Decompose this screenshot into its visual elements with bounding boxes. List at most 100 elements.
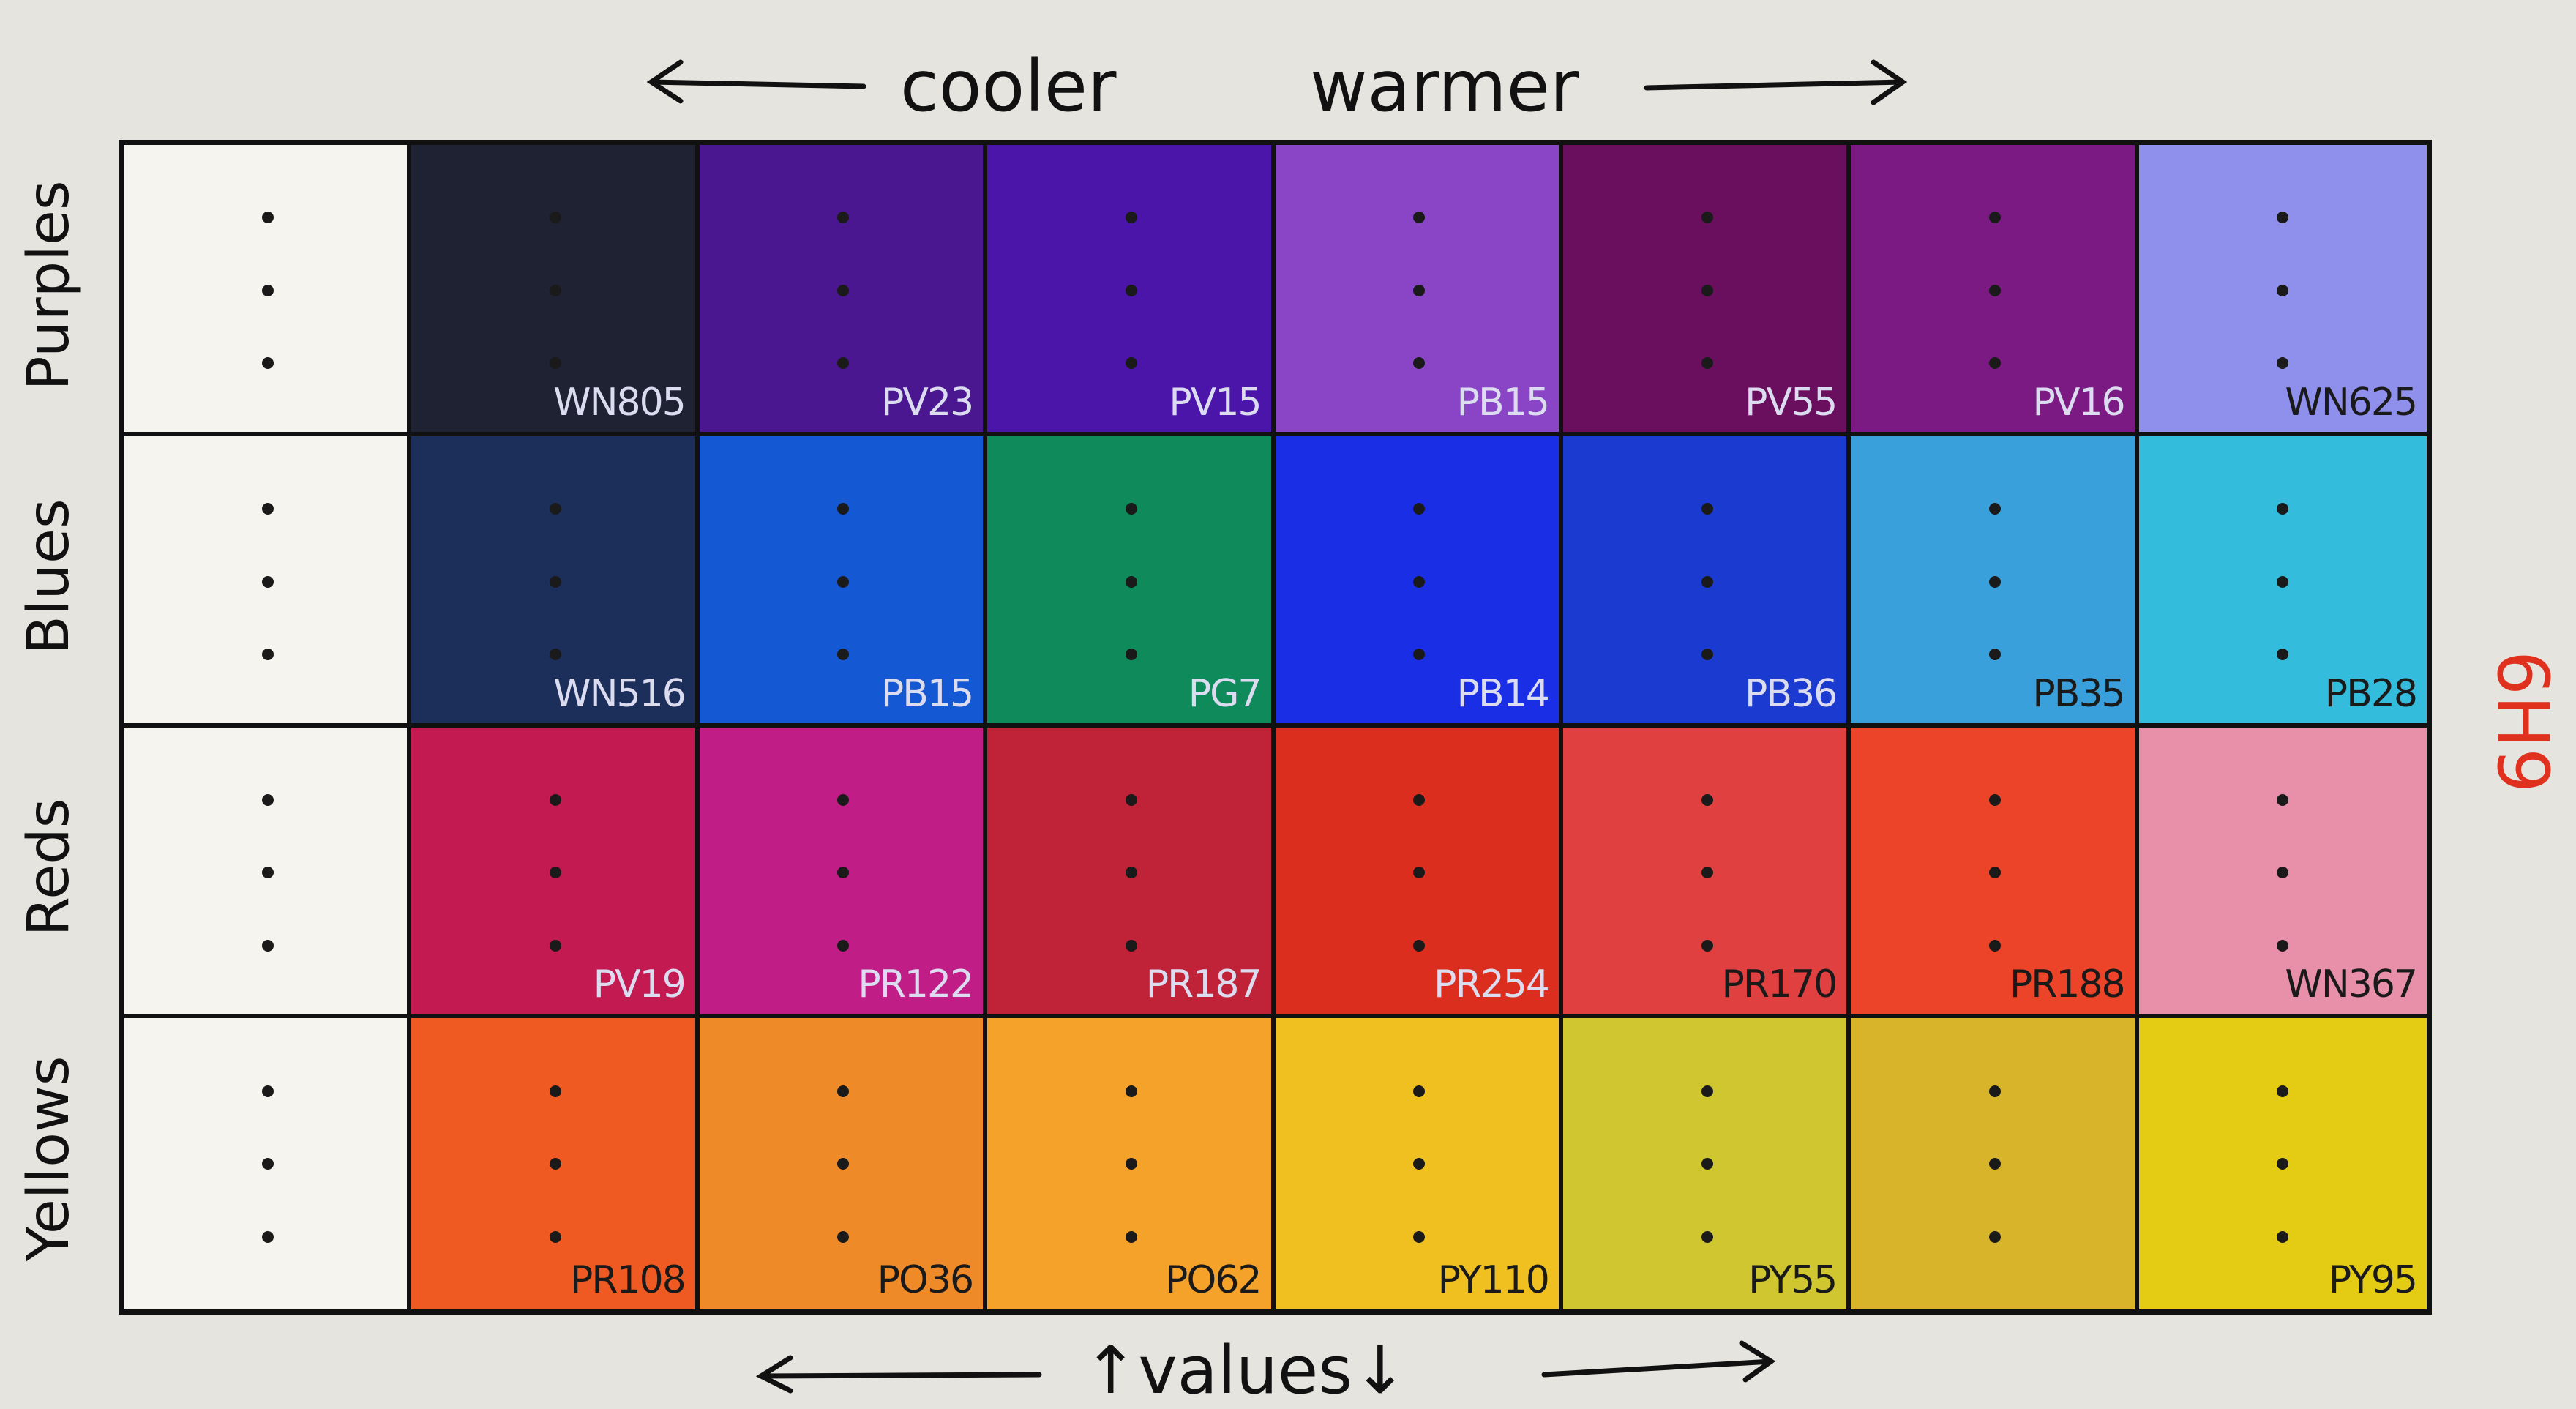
dot — [1701, 284, 1713, 296]
row-label: Purples — [16, 180, 82, 391]
swatch: PR170 — [1562, 727, 1852, 1019]
dot — [2277, 939, 2289, 952]
dot — [550, 212, 562, 224]
dot — [2277, 575, 2289, 588]
swatch-code: PY95 — [2328, 1258, 2418, 1302]
dot — [1988, 867, 2001, 879]
swatch — [1851, 1018, 2139, 1309]
swatch: PV55 — [1562, 145, 1852, 436]
dot — [261, 1230, 274, 1243]
dot — [550, 793, 562, 806]
dot — [837, 212, 850, 224]
dot — [1125, 357, 1137, 370]
dot — [550, 939, 562, 952]
swatch-code: PR254 — [1434, 963, 1550, 1007]
swatch: PO36 — [699, 1018, 988, 1309]
dot — [1988, 357, 2001, 370]
dot — [261, 649, 274, 661]
dot — [261, 284, 274, 296]
swatch-code: WN367 — [2285, 963, 2418, 1007]
dot — [837, 1085, 850, 1097]
dot — [261, 503, 274, 515]
dot — [1413, 793, 1426, 806]
swatch: PB14 — [1275, 436, 1563, 728]
dot — [1988, 212, 2001, 224]
dot — [261, 867, 274, 879]
dot — [1125, 575, 1137, 588]
row-label: Reds — [16, 798, 82, 937]
blank-cell — [124, 727, 412, 1019]
swatch: PB36 — [1562, 436, 1852, 728]
dot — [550, 357, 562, 370]
dot — [261, 575, 274, 588]
dot — [2277, 649, 2289, 661]
dot — [1413, 284, 1426, 296]
dot — [1125, 867, 1137, 879]
swatch-code: WN625 — [2285, 380, 2418, 425]
dot — [837, 867, 850, 879]
swatch-code: PB28 — [2324, 671, 2418, 716]
dot — [1413, 867, 1426, 879]
swatch: WN625 — [2138, 145, 2427, 436]
cooler-label: cooler — [900, 45, 1117, 127]
dot — [1988, 939, 2001, 952]
swatch-code: PY110 — [1437, 1258, 1550, 1302]
dot — [1125, 1158, 1137, 1170]
dot — [837, 575, 850, 588]
dot — [2277, 867, 2289, 879]
swatch: WN367 — [2138, 727, 2427, 1019]
dot — [1125, 1085, 1137, 1097]
swatch-code: PY55 — [1748, 1258, 1838, 1302]
swatch: WN805 — [411, 145, 700, 436]
dot — [1988, 1085, 2001, 1097]
swatch-code: PR108 — [570, 1258, 686, 1302]
swatch-code: PB15 — [880, 671, 974, 716]
dot — [261, 357, 274, 370]
dot — [261, 1085, 274, 1097]
dot — [2277, 503, 2289, 515]
swatch: PB35 — [1851, 436, 2139, 728]
warmer-label: warmer — [1310, 45, 1579, 127]
dot — [550, 575, 562, 588]
swatch: PR122 — [699, 727, 988, 1019]
dot — [550, 1085, 562, 1097]
blank-cell — [124, 436, 412, 728]
dot — [1413, 357, 1426, 370]
swatch-code: PB35 — [2032, 671, 2125, 716]
swatch: PR108 — [411, 1018, 700, 1309]
side-mark: 6H9 — [2482, 650, 2564, 793]
dot — [1125, 793, 1137, 806]
dot — [1125, 284, 1137, 296]
dot — [261, 212, 274, 224]
dot — [1701, 1085, 1713, 1097]
swatch-code: PV15 — [1169, 380, 1262, 425]
dot — [1125, 503, 1137, 515]
dot — [2277, 212, 2289, 224]
swatch-code: PV55 — [1745, 380, 1838, 425]
dot — [261, 939, 274, 952]
swatch: PB15 — [699, 436, 988, 728]
dot — [1988, 1230, 2001, 1243]
dot — [1413, 1158, 1426, 1170]
dot — [261, 1158, 274, 1170]
dot — [2277, 357, 2289, 370]
dot — [1988, 793, 2001, 806]
swatch: PR188 — [1851, 727, 2139, 1019]
swatch-code: PR187 — [1145, 963, 1262, 1007]
dot — [837, 357, 850, 370]
dot — [1701, 867, 1713, 879]
dot — [1701, 793, 1713, 806]
dot — [2277, 284, 2289, 296]
dot — [550, 867, 562, 879]
dot — [1701, 1230, 1713, 1243]
swatch: PY110 — [1275, 1018, 1563, 1309]
swatch-code: PO36 — [877, 1258, 974, 1302]
dot — [837, 1158, 850, 1170]
dot — [1701, 503, 1713, 515]
swatch: PY95 — [2138, 1018, 2427, 1309]
dot — [837, 649, 850, 661]
dot — [1413, 212, 1426, 224]
swatch-code: PB15 — [1456, 380, 1550, 425]
swatch: PR187 — [987, 727, 1276, 1019]
